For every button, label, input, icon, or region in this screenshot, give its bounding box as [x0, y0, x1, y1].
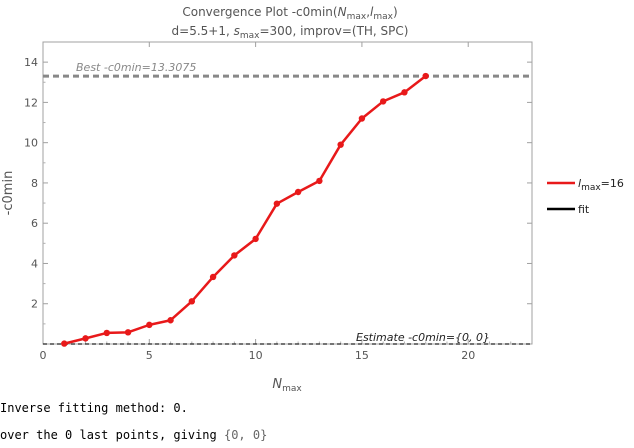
data-point — [379, 98, 387, 105]
y-tick-label: 14 — [24, 56, 38, 69]
console-line-2-text: over the 0 last points, giving — [0, 428, 224, 442]
x-tick-label: 10 — [249, 349, 263, 362]
data-point — [61, 340, 68, 347]
data-point — [167, 317, 174, 324]
data-point — [209, 273, 217, 281]
reference-lines — [43, 74, 532, 345]
data-point — [358, 115, 366, 122]
chart-title: Convergence Plot -c0min(Nmax,lmax) — [182, 5, 397, 22]
data-point — [294, 188, 302, 196]
data-point — [188, 298, 196, 305]
data-point — [124, 329, 132, 336]
estimate-annotation: Estimate -c0min={0, 0} — [356, 331, 490, 344]
data-point — [82, 335, 89, 342]
data-point — [103, 329, 110, 337]
y-tick-label: 2 — [31, 298, 38, 311]
data-point — [273, 200, 281, 207]
y-tick-label: 12 — [24, 96, 38, 109]
console-line-2: over the 0 last points, giving {0, 0} — [0, 428, 267, 442]
x-tick-label: 5 — [146, 349, 153, 362]
y-axis-title: -c0min — [1, 171, 16, 216]
best-annotation: Best -c0min=13.3075 — [76, 61, 196, 74]
series-line — [63, 75, 427, 345]
x-axis-title: Nmax — [272, 377, 302, 394]
x-tick-label: 0 — [40, 349, 47, 362]
data-point — [146, 321, 153, 329]
y-tick-label: 8 — [31, 177, 38, 190]
y-tick-label: 10 — [24, 137, 38, 150]
data-point — [401, 89, 408, 96]
legend: lmax=16 fit — [547, 177, 624, 216]
y-tick-label: 4 — [31, 257, 38, 270]
chart-subtitle: d=5.5+1, smax=300, improv=(TH, SPC) — [172, 24, 409, 41]
plot-frame — [42, 41, 533, 345]
x-tick-label: 15 — [355, 349, 369, 362]
console-result-value: {0, 0} — [223, 428, 268, 442]
data-point — [422, 72, 429, 80]
y-tick-label: 6 — [31, 217, 38, 230]
data-point — [231, 252, 238, 259]
data-point — [252, 235, 259, 243]
convergence-chart: Convergence Plot -c0min(Nmax,lmax) d=5.5… — [1, 5, 624, 394]
series-layer — [61, 72, 429, 347]
data-point — [337, 141, 344, 148]
data-point — [316, 177, 323, 185]
legend-label-series: lmax=16 — [578, 177, 624, 193]
legend-label-fit: fit — [578, 203, 590, 216]
x-tick-label: 20 — [461, 349, 475, 362]
console-line-1: Inverse fitting method: 0. — [0, 401, 188, 415]
